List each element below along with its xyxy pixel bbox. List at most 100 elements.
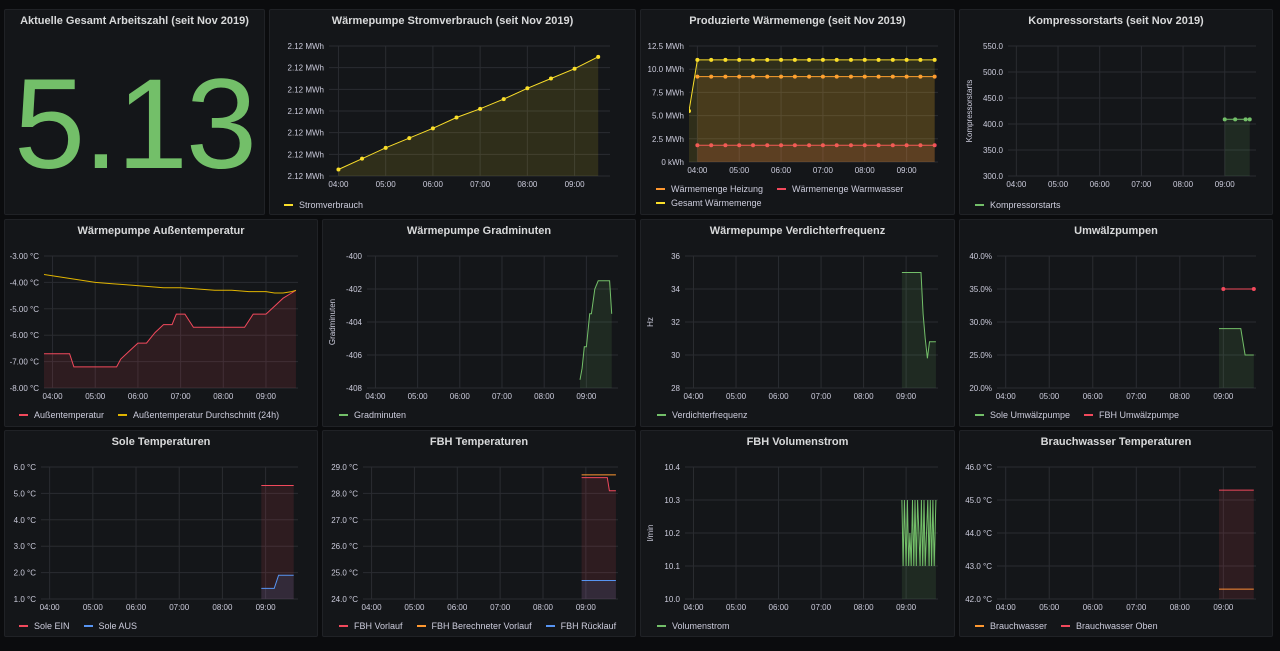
panel-title[interactable]: FBH Temperaturen	[429, 436, 529, 448]
data-point[interactable]	[501, 97, 506, 102]
panel-title[interactable]: Wärmepumpe Außentemperatur	[77, 225, 245, 237]
data-point[interactable]	[862, 143, 867, 148]
data-point[interactable]	[572, 66, 577, 71]
data-point[interactable]	[751, 57, 756, 62]
series-line-0[interactable]	[338, 56, 599, 170]
panel-title[interactable]: Wärmepumpe Verdichterfrequenz	[709, 225, 886, 237]
data-point[interactable]	[1247, 117, 1252, 122]
data-point[interactable]	[848, 143, 853, 148]
data-point[interactable]	[430, 126, 435, 131]
data-point[interactable]	[932, 143, 937, 148]
chart-svg[interactable]: 42.0 °C 43.0 °C 44.0 °C 45.0 °C 46.0 °C 04:00…	[960, 431, 1272, 636]
data-point[interactable]	[751, 74, 756, 79]
series-line-0[interactable]	[44, 289, 297, 368]
data-point[interactable]	[918, 143, 923, 148]
data-point[interactable]	[548, 76, 553, 81]
data-point[interactable]	[779, 74, 784, 79]
data-point[interactable]	[807, 74, 812, 79]
chart-svg[interactable]: 24.0 °C 25.0 °C 26.0 °C 27.0 °C 28.0 °C 29.0 …	[323, 431, 635, 636]
panel-gradminuten[interactable]: Wärmepumpe Gradminuten -408 -406 -404 -402-…	[322, 219, 636, 427]
data-point[interactable]	[820, 143, 825, 148]
panel-title[interactable]: Produzierte Wärmemenge (seit Nov 2019)	[689, 15, 906, 27]
data-point[interactable]	[834, 143, 839, 148]
data-point[interactable]	[596, 54, 601, 59]
data-point[interactable]	[779, 57, 784, 62]
legend-item[interactable]: Sole Umwälzpumpe	[975, 410, 1070, 420]
legend-item[interactable]: Verdichterfrequenz	[657, 410, 748, 420]
data-point[interactable]	[890, 74, 895, 79]
data-point[interactable]	[454, 115, 459, 120]
legend-item[interactable]: Wärmemenge Heizung	[656, 184, 763, 194]
legend-item[interactable]: FBH Vorlauf	[339, 621, 403, 631]
data-point[interactable]	[1221, 287, 1226, 291]
data-point[interactable]	[834, 57, 839, 62]
panel-fbh[interactable]: FBH Temperaturen 24.0 °C 25.0 °C 26.0 °C 27…	[322, 430, 636, 637]
chart-svg[interactable]: -8.00 °C -7.00 °C -6.00 °C -5.00 °C -4.00 °C…	[5, 220, 317, 426]
data-point[interactable]	[723, 57, 728, 62]
series-line-0[interactable]	[1219, 328, 1254, 356]
legend-item[interactable]: Außentemperatur Durchschnitt (24h)	[118, 410, 279, 420]
data-point[interactable]	[792, 143, 797, 148]
panel-strom[interactable]: Wärmepumpe Stromverbrauch (seit Nov 2019…	[269, 9, 636, 215]
panel-title[interactable]: Brauchwasser Temperaturen	[1040, 436, 1192, 448]
data-point[interactable]	[792, 57, 797, 62]
data-point[interactable]	[834, 74, 839, 79]
series-line-0[interactable]	[901, 272, 936, 359]
data-point[interactable]	[932, 57, 937, 62]
panel-kompressor[interactable]: Kompressorstarts (seit Nov 2019) 300.0 35…	[959, 9, 1273, 215]
series-line-0[interactable]	[901, 499, 937, 567]
legend-item[interactable]: Sole EIN	[19, 621, 70, 631]
data-point[interactable]	[723, 74, 728, 79]
panel-title[interactable]: Sole Temperaturen	[111, 436, 211, 448]
chart-svg[interactable]: 20.0% 25.0% 30.0% 35.0% 40.0% 04:00 05:00 06:00…	[960, 220, 1272, 426]
data-point[interactable]	[1243, 117, 1248, 122]
data-point[interactable]	[751, 143, 756, 148]
legend-item[interactable]: Volumenstrom	[657, 621, 730, 631]
data-point[interactable]	[918, 74, 923, 79]
data-point[interactable]	[918, 57, 923, 62]
panel-title[interactable]: Wärmepumpe Stromverbrauch (seit Nov 2019…	[331, 15, 574, 27]
chart-svg[interactable]: 28 30 32 34 36 04:00 05:00 06:00 07:00 08:00 09:00…	[641, 220, 954, 426]
chart-svg[interactable]: 2.12 MWh 2.12 MWh 2.12 MWh 2.12 MWh 2.12 MWh…	[270, 10, 635, 214]
data-point[interactable]	[723, 143, 728, 148]
data-point[interactable]	[407, 136, 412, 141]
data-point[interactable]	[336, 167, 341, 172]
data-point[interactable]	[820, 74, 825, 79]
data-point[interactable]	[695, 74, 700, 79]
panel-umwaelz[interactable]: Umwälzpumpen 20.0% 25.0% 30.0% 35.0% 40.0% 04…	[959, 219, 1273, 427]
data-point[interactable]	[904, 74, 909, 79]
series-line-1[interactable]	[44, 274, 297, 294]
data-point[interactable]	[807, 143, 812, 148]
legend-item[interactable]: Stromverbrauch	[284, 200, 363, 210]
data-point[interactable]	[848, 57, 853, 62]
legend-item[interactable]: Außentemperatur	[19, 410, 104, 420]
series-line-0[interactable]	[579, 280, 613, 380]
legend-item[interactable]: Wärmemenge Warmwasser	[777, 184, 903, 194]
data-point[interactable]	[862, 57, 867, 62]
data-point[interactable]	[765, 74, 770, 79]
data-point[interactable]	[737, 74, 742, 79]
data-point[interactable]	[932, 74, 937, 79]
data-point[interactable]	[360, 156, 365, 161]
legend-item[interactable]: FBH Rücklauf	[545, 621, 616, 631]
chart-svg[interactable]: -408 -406 -404 -402 -400 04:00 05:00 06:00 07:00…	[323, 220, 635, 426]
data-point[interactable]	[695, 57, 700, 62]
panel-title[interactable]: FBH Volumenstrom	[746, 436, 849, 448]
data-point[interactable]	[709, 57, 714, 62]
data-point[interactable]	[862, 74, 867, 79]
panel-title[interactable]: Aktuelle Gesamt Arbeitszahl (seit Nov 20…	[20, 15, 249, 27]
data-point[interactable]	[876, 143, 881, 148]
chart-svg[interactable]: 0 kWh 2.5 MWh 5.0 MWh 7.5 MWh 10.0 MWh 12.5 M…	[641, 10, 954, 214]
chart-svg[interactable]: 1.0 °C 2.0 °C 3.0 °C 4.0 °C 5.0 °C 6.0 °C 04:0…	[5, 431, 317, 636]
data-point[interactable]	[687, 108, 691, 113]
data-point[interactable]	[383, 145, 388, 150]
data-point[interactable]	[1251, 287, 1256, 291]
panel-volumen[interactable]: FBH Volumenstrom 10.0 10.1 10.2 10.3 10.4 04:…	[640, 430, 955, 637]
series-line-1[interactable]	[261, 574, 294, 589]
data-point[interactable]	[709, 74, 714, 79]
data-point[interactable]	[876, 57, 881, 62]
legend-item[interactable]: FBH Umwälzpumpe	[1084, 410, 1179, 420]
data-point[interactable]	[709, 143, 714, 148]
data-point[interactable]	[779, 143, 784, 148]
panel-waerme[interactable]: Produzierte Wärmemenge (seit Nov 2019) 0…	[640, 9, 955, 215]
